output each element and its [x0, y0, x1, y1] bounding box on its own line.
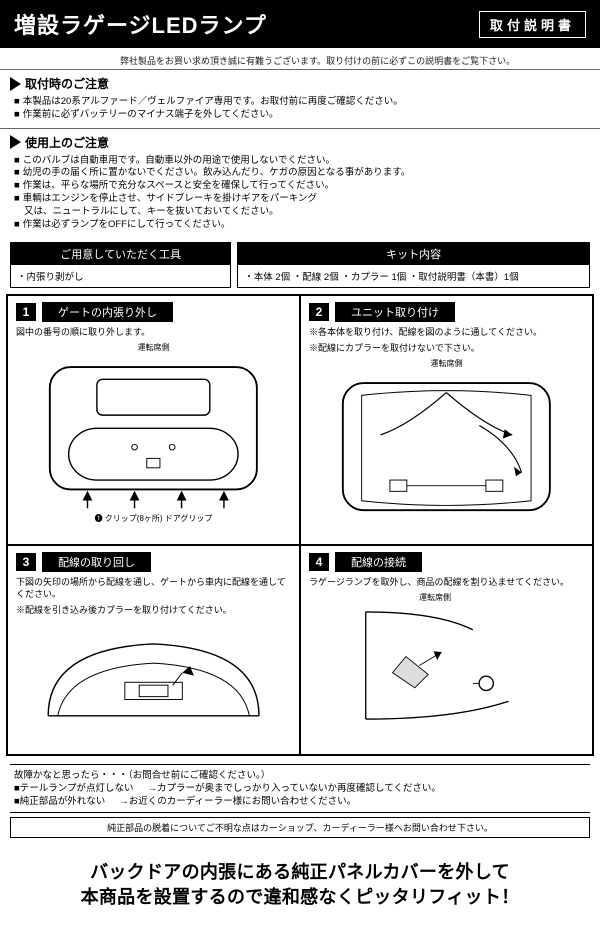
troubleshoot-box: 故障かなと思ったら・・・（お問合せ前にご確認ください。） ■テールランプが点灯し… — [10, 764, 590, 814]
tools-right-body: ・本体 2個 ・配線 2個 ・カプラー 1個 ・取付説明書（本書）1個 — [238, 265, 589, 287]
ts-l1a: ■テールランプが点灯しない — [14, 782, 133, 795]
tools-left-head: ご用意していただく工具 — [11, 243, 230, 265]
ts-l1b: →カプラーが奥までしっかり入っていないか再度確認してください。 — [147, 782, 440, 795]
step3-head: 3 配線の取り回し — [16, 552, 291, 572]
step1-bottomlabel: ❶ クリップ(8ヶ所) ドアグリップ — [16, 513, 291, 524]
step4-diagram — [309, 603, 584, 728]
section2-item: 作業は、平らな場所で充分なスペースと安全を確保して行ってください。 — [14, 180, 586, 193]
section2-item: 幼児の手の届く所に置かないでください。飲み込んだり、ケガの原因となる事があります… — [14, 167, 586, 180]
divider — [0, 128, 600, 129]
step3-text2: ※配線を引き込み後カプラーを取り付けてください。 — [16, 604, 291, 616]
steps-grid: 1 ゲートの内張り外し 図中の番号の順に取り外します。 運転席側 — [6, 294, 594, 756]
promo-text: バックドアの内張にある純正パネルカバーを外して 本商品を設置するので違和感なくピ… — [0, 848, 600, 917]
step-3: 3 配線の取り回し 下図の矢印の場所から配線を通し、ゲートから車内に配線を通して… — [7, 545, 300, 755]
manual-badge: 取付説明書 — [479, 11, 586, 38]
triangle-icon — [10, 135, 21, 149]
tools-row: ご用意していただく工具 ・内張り剥がし キット内容 ・本体 2個 ・配線 2個 … — [10, 242, 590, 288]
step4-toplabel: 運転席側 — [309, 592, 584, 603]
ts-l2a: ■純正部品が外れない — [14, 795, 105, 808]
step1-diagram — [16, 353, 291, 513]
tools-right-head: キット内容 — [238, 243, 589, 265]
section1-body: 本製品は20系アルファード／ヴェルファイア専用です。お取付前に再度ご確認ください… — [0, 94, 600, 128]
step1-title: ゲートの内張り外し — [42, 302, 173, 322]
step-4: 4 配線の接続 ラゲージランプを取外し、商品の配線を割り込ませてください。 運転… — [300, 545, 593, 755]
section2-head: 使用上のご注意 — [0, 132, 600, 153]
step2-text1: ※各本体を取り付け、配線を図のように通してください。 — [309, 326, 584, 338]
tools-left: ご用意していただく工具 ・内張り剥がし — [10, 242, 231, 288]
step2-diagram — [309, 369, 584, 529]
section2-item: 又は、ニュートラルにして、キーを抜いておいてください。 — [14, 206, 586, 219]
step1-head: 1 ゲートの内張り外し — [16, 302, 291, 322]
step3-diagram — [16, 620, 291, 735]
intro-text: 弊社製品をお買い求め頂き誠に有難うございます。取り付けの前に必ずこの説明書をご覧… — [0, 48, 600, 69]
step-1: 1 ゲートの内張り外し 図中の番号の順に取り外します。 運転席側 — [7, 295, 300, 545]
section1-item: 作業前に必ずバッテリーのマイナス端子を外してください。 — [14, 109, 586, 122]
troubleshoot-row2: ■純正部品が外れない →お近くのカーディーラー様にお問い合わせください。 — [14, 795, 586, 808]
step3-text1: 下図の矢印の場所から配線を通し、ゲートから車内に配線を通してください。 — [16, 576, 291, 600]
troubleshoot-row1: ■テールランプが点灯しない →カプラーが奥までしっかり入っていないか再度確認して… — [14, 782, 586, 795]
section2-item: 車輌はエンジンを停止させ、サイドブレーキを掛けギアをパーキング — [14, 193, 586, 206]
step1-text: 図中の番号の順に取り外します。 — [16, 326, 291, 338]
promo-line2: 本商品を設置するので違和感なくピッタリフィット！ — [10, 885, 590, 909]
tools-right: キット内容 ・本体 2個 ・配線 2個 ・カプラー 1個 ・取付説明書（本書）1… — [237, 242, 590, 288]
step2-title: ユニット取り付け — [335, 302, 455, 322]
fineprint: 純正部品の脱着についてご不明な点はカーショップ、カーディーラー様へお問い合わせ下… — [10, 817, 590, 838]
step1-num: 1 — [16, 303, 36, 321]
step4-head: 4 配線の接続 — [309, 552, 584, 572]
promo-line1: バックドアの内張にある純正パネルカバーを外して — [10, 860, 590, 884]
step2-text2: ※配線にカプラーを取付けないで下さい。 — [309, 342, 584, 354]
divider — [0, 69, 600, 70]
section1-title: 取付時のご注意 — [25, 75, 109, 92]
step-2: 2 ユニット取り付け ※各本体を取り付け、配線を図のように通してください。 ※配… — [300, 295, 593, 545]
step2-toplabel: 運転席側 — [309, 358, 584, 369]
step3-num: 3 — [16, 553, 36, 571]
step4-text1: ラゲージランプを取外し、商品の配線を割り込ませてください。 — [309, 576, 584, 588]
tools-left-body: ・内張り剥がし — [11, 265, 230, 287]
step3-title: 配線の取り回し — [42, 552, 151, 572]
main-title: 増設ラゲージLEDランプ — [14, 8, 267, 40]
section2-body: このバルブは自動車用です。自動車以外の用途で使用しないでください。 幼児の手の届… — [0, 153, 600, 238]
section2-item: このバルブは自動車用です。自動車以外の用途で使用しないでください。 — [14, 155, 586, 168]
step4-num: 4 — [309, 553, 329, 571]
document-page: 増設ラゲージLEDランプ 取付説明書 弊社製品をお買い求め頂き誠に有難うございま… — [0, 0, 600, 917]
section1-head: 取付時のご注意 — [0, 73, 600, 94]
ts-l2b: →お近くのカーディーラー様にお問い合わせください。 — [119, 795, 356, 808]
triangle-icon — [10, 77, 21, 91]
step2-num: 2 — [309, 303, 329, 321]
title-bar: 増設ラゲージLEDランプ 取付説明書 — [0, 0, 600, 48]
section2-title: 使用上のご注意 — [25, 134, 109, 151]
step1-toplabel: 運転席側 — [16, 342, 291, 353]
step4-title: 配線の接続 — [335, 552, 422, 572]
section1-item: 本製品は20系アルファード／ヴェルファイア専用です。お取付前に再度ご確認ください… — [14, 96, 586, 109]
step2-head: 2 ユニット取り付け — [309, 302, 584, 322]
troubleshoot-lead: 故障かなと思ったら・・・（お問合せ前にご確認ください。） — [14, 769, 586, 782]
section2-item: 作業は必ずランプをOFFにして行ってください。 — [14, 219, 586, 232]
